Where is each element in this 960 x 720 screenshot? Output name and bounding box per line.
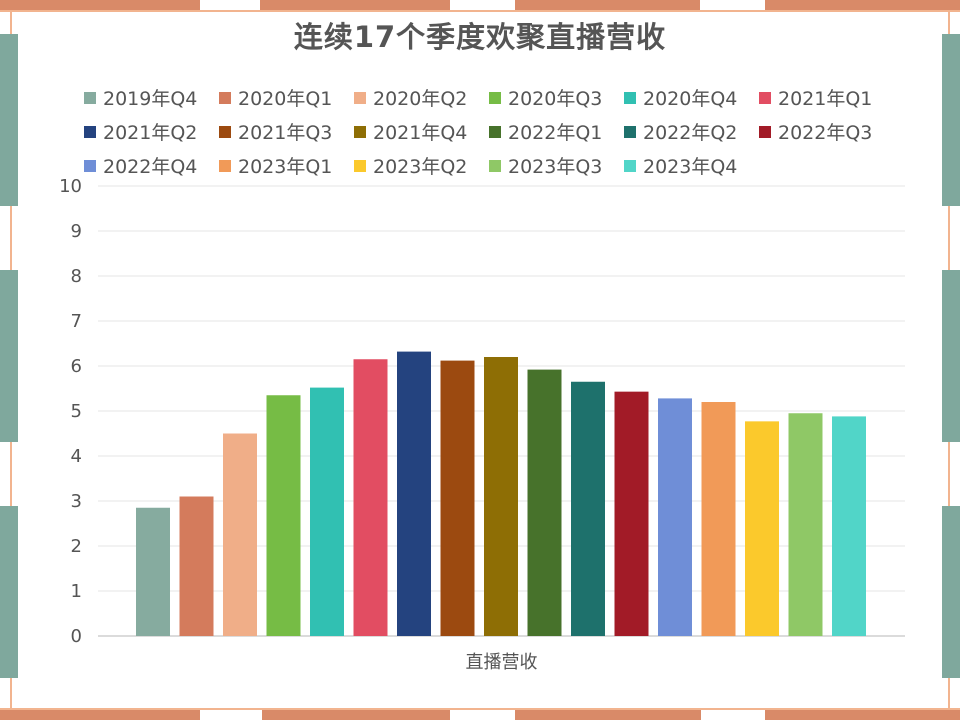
legend-item: 2021年Q3 xyxy=(219,118,332,145)
legend-label: 2021年Q3 xyxy=(238,122,333,144)
legend-swatch xyxy=(219,125,231,138)
bar-2023年Q3 xyxy=(788,413,823,636)
legend-swatch xyxy=(759,91,771,104)
legend-item: 2023年Q2 xyxy=(354,152,467,179)
legend-item: 2021年Q4 xyxy=(354,118,467,145)
bar-2020年Q1 xyxy=(179,496,214,636)
legend-label: 2020年Q2 xyxy=(373,88,468,110)
bar-2020年Q3 xyxy=(266,395,301,636)
legend-label: 2023年Q3 xyxy=(508,156,603,178)
chart-title: 连续17个季度欢聚直播营收 xyxy=(293,20,667,54)
bar-2022年Q2 xyxy=(571,381,605,636)
legend-label: 2021年Q2 xyxy=(103,122,198,144)
bar-2021年Q1 xyxy=(353,359,388,636)
legend-label: 2020年Q1 xyxy=(238,88,333,110)
bar-2020年Q2 xyxy=(223,433,257,636)
y-tick-label: 8 xyxy=(71,266,82,287)
bar-2020年Q4 xyxy=(310,387,344,636)
legend-label: 2023年Q1 xyxy=(238,156,333,178)
legend-label: 2021年Q1 xyxy=(778,88,873,110)
legend-swatch xyxy=(489,159,501,172)
bar-2019年Q4 xyxy=(136,507,170,636)
legend-swatch xyxy=(354,125,366,138)
legend-item: 2020年Q2 xyxy=(354,84,467,111)
legend-label: 2022年Q3 xyxy=(778,122,873,144)
legend-item: 2020年Q1 xyxy=(219,84,332,111)
y-tick-label: 9 xyxy=(71,221,82,242)
bar-2022年Q1 xyxy=(527,369,562,636)
legend-label: 2021年Q4 xyxy=(373,122,468,144)
legend-item: 2021年Q2 xyxy=(84,118,197,145)
legend-swatch xyxy=(489,91,501,104)
legend-item: 2020年Q4 xyxy=(624,84,737,111)
legend-swatch xyxy=(624,91,636,104)
legend-label: 2022年Q2 xyxy=(643,122,738,144)
legend-swatch xyxy=(84,159,96,172)
legend-swatch xyxy=(84,125,96,138)
legend-label: 2022年Q4 xyxy=(103,156,198,178)
y-tick-label: 6 xyxy=(71,356,82,377)
legend-item: 2023年Q1 xyxy=(219,152,332,179)
x-category-label: 直播营收 xyxy=(466,652,538,673)
legend-swatch xyxy=(489,125,501,138)
y-tick-label: 1 xyxy=(71,581,82,602)
legend-swatch xyxy=(759,125,771,138)
legend-item: 2022年Q2 xyxy=(624,118,737,145)
bar-2023年Q2 xyxy=(745,421,779,636)
legend-label: 2019年Q4 xyxy=(103,88,198,110)
legend-item: 2022年Q1 xyxy=(489,118,602,145)
legend-item: 2019年Q4 xyxy=(84,84,197,111)
bar-2023年Q1 xyxy=(701,402,736,636)
legend-label: 2020年Q4 xyxy=(643,88,738,110)
bar-2022年Q4 xyxy=(658,398,692,636)
legend-item: 2023年Q4 xyxy=(624,152,737,179)
legend-label: 2023年Q4 xyxy=(643,156,738,178)
legend-item: 2022年Q3 xyxy=(759,118,872,145)
legend-swatch xyxy=(354,159,366,172)
legend-label: 2022年Q1 xyxy=(508,122,603,144)
legend-item: 2022年Q4 xyxy=(84,152,197,179)
legend-item: 2020年Q3 xyxy=(489,84,602,111)
legend-swatch xyxy=(624,159,636,172)
y-tick-label: 10 xyxy=(59,176,82,197)
bar-2021年Q4 xyxy=(484,357,518,636)
legend-label: 2020年Q3 xyxy=(508,88,603,110)
y-tick-label: 4 xyxy=(71,446,82,467)
legend-label: 2023年Q2 xyxy=(373,156,468,178)
legend-swatch xyxy=(354,91,366,104)
bar-2022年Q3 xyxy=(614,391,649,636)
legend-swatch xyxy=(84,91,96,104)
legend-swatch xyxy=(624,125,636,138)
y-tick-label: 0 xyxy=(71,626,82,647)
y-tick-label: 2 xyxy=(71,536,82,557)
legend-swatch xyxy=(219,91,231,104)
legend-item: 2021年Q1 xyxy=(759,84,872,111)
bar-2021年Q3 xyxy=(440,360,475,636)
bar-2023年Q4 xyxy=(832,416,866,636)
legend-swatch xyxy=(219,159,231,172)
y-tick-label: 5 xyxy=(71,401,82,422)
y-tick-label: 7 xyxy=(71,311,82,332)
legend-item: 2023年Q3 xyxy=(489,152,602,179)
y-tick-label: 3 xyxy=(71,491,82,512)
bar-2021年Q2 xyxy=(397,351,431,636)
